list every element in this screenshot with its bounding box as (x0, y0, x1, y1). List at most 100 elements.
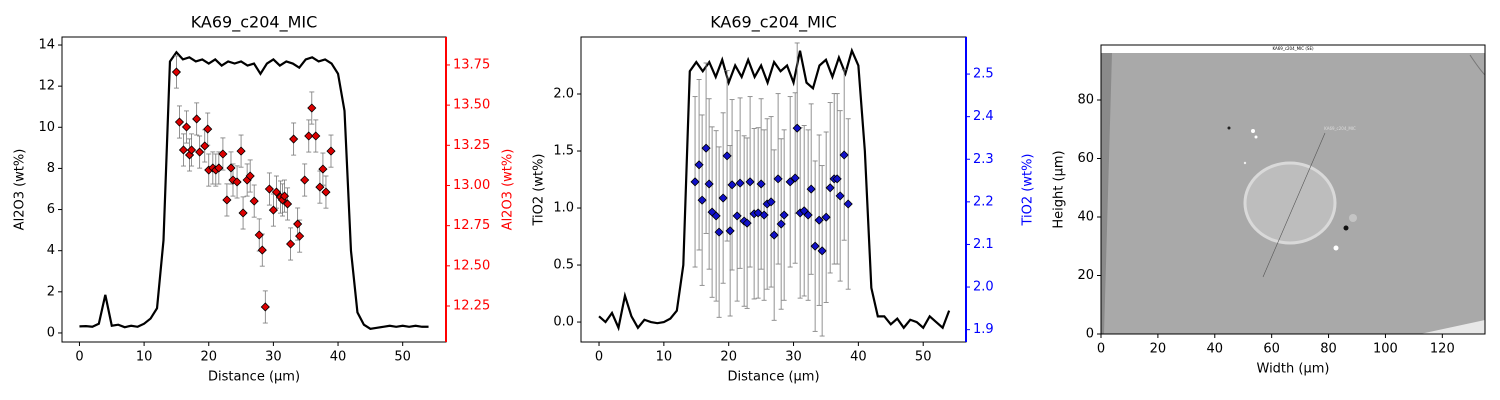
x-tick-label: 120 (1430, 342, 1455, 357)
y-tick-label: 0 (1086, 327, 1094, 342)
marker (304, 131, 314, 141)
marker (271, 187, 281, 197)
marker (307, 103, 317, 113)
marker (257, 245, 267, 255)
x-tick-label: 20 (720, 350, 737, 365)
marker (803, 210, 813, 220)
marker (832, 174, 842, 184)
sem-image: KA69_c204_MIC (SE) KA69_c204_MIC (1101, 45, 1486, 334)
marker (195, 147, 205, 157)
y2-tick-label: 2.1 (973, 237, 994, 252)
spot (1227, 126, 1231, 130)
x-tick-label: 40 (850, 350, 867, 365)
marker (711, 211, 721, 221)
spot (1333, 245, 1339, 251)
y-tick-label: 1.5 (553, 144, 574, 159)
y-tick-label: 60 (1077, 151, 1094, 166)
spot (1254, 135, 1258, 139)
chart-title: KA69_c204_MIC (710, 13, 837, 33)
y-tick-label: 4 (47, 243, 55, 258)
profile-line (1262, 132, 1326, 278)
y-tick-label: 0.5 (553, 258, 574, 273)
marker (773, 174, 783, 184)
marker (318, 164, 328, 174)
marker (315, 182, 325, 192)
y2-tick-label: 2.0 (973, 280, 994, 295)
spot (1243, 161, 1247, 165)
marker (839, 150, 849, 160)
spot (1349, 214, 1357, 222)
marker (214, 163, 224, 173)
image-title: KA69_c204_MIC (SE) (1272, 46, 1314, 51)
y2-tick-label: 13.25 (453, 138, 490, 153)
y-tick-label: 2.0 (553, 87, 574, 102)
y-tick-label: 14 (38, 38, 55, 53)
marker (806, 184, 816, 194)
x-tick-label: 40 (330, 350, 347, 365)
marker (264, 184, 274, 194)
marker (742, 218, 752, 228)
marker (769, 230, 779, 240)
y2-tick-label: 2.5 (973, 67, 994, 82)
marker (171, 67, 181, 77)
y2-tick-label: 12.50 (453, 258, 490, 273)
marker (249, 196, 259, 206)
marker (766, 197, 776, 207)
marker (192, 114, 202, 124)
marker (697, 195, 707, 205)
marker (725, 226, 735, 236)
y-tick-label: 2 (47, 284, 55, 299)
marker (694, 160, 704, 170)
x-tick-label: 20 (1150, 342, 1167, 357)
image-crack (1469, 54, 1486, 76)
x-axis-label: Width (µm) (1257, 362, 1330, 377)
y2-tick-label: 12.75 (453, 218, 490, 233)
y2-axis-label: TiO2 (wt%) (1021, 153, 1036, 226)
marker (178, 145, 189, 155)
x-tick-label: 40 (1207, 342, 1224, 357)
marker (835, 191, 845, 201)
spot (1343, 225, 1349, 231)
x-tick-label: 0 (1097, 342, 1105, 357)
marker (300, 175, 310, 185)
marker (174, 117, 185, 127)
marker (326, 146, 336, 156)
marker (718, 193, 728, 203)
marker (181, 122, 192, 132)
marker (226, 163, 236, 173)
marker (282, 199, 293, 209)
x-tick-label: 80 (1320, 342, 1337, 357)
x-axis-label: Distance (µm) (727, 370, 819, 385)
marker (759, 210, 769, 220)
x-tick-label: 0 (595, 350, 603, 365)
image-corner (1420, 320, 1485, 334)
x-tick-label: 50 (915, 350, 932, 365)
marker (254, 230, 264, 240)
y-tick-label: 0.0 (553, 315, 574, 330)
marker (218, 149, 228, 159)
x-tick-label: 10 (136, 350, 153, 365)
profile-line (598, 47, 951, 332)
marker (825, 183, 835, 193)
marker (714, 227, 724, 237)
y2-tick-label: 2.2 (973, 194, 994, 209)
inclusion (1243, 161, 1337, 245)
y-axis-label: TiO2 (wt%) (532, 153, 547, 226)
marker (722, 151, 732, 161)
marker (810, 241, 820, 251)
marker (735, 178, 745, 188)
y2-tick-label: 2.3 (973, 152, 994, 167)
marker (311, 131, 321, 141)
marker (732, 211, 742, 221)
marker (245, 171, 255, 181)
y-tick-label: 10 (38, 120, 55, 135)
marker (289, 134, 299, 144)
marker (200, 141, 210, 151)
marker (790, 173, 800, 183)
x-tick-label: 10 (656, 350, 673, 365)
y2-axis-label: Al2O3 (wt%) (501, 149, 516, 231)
x-tick-label: 50 (394, 350, 411, 365)
marker (690, 177, 700, 187)
marker (776, 219, 786, 229)
